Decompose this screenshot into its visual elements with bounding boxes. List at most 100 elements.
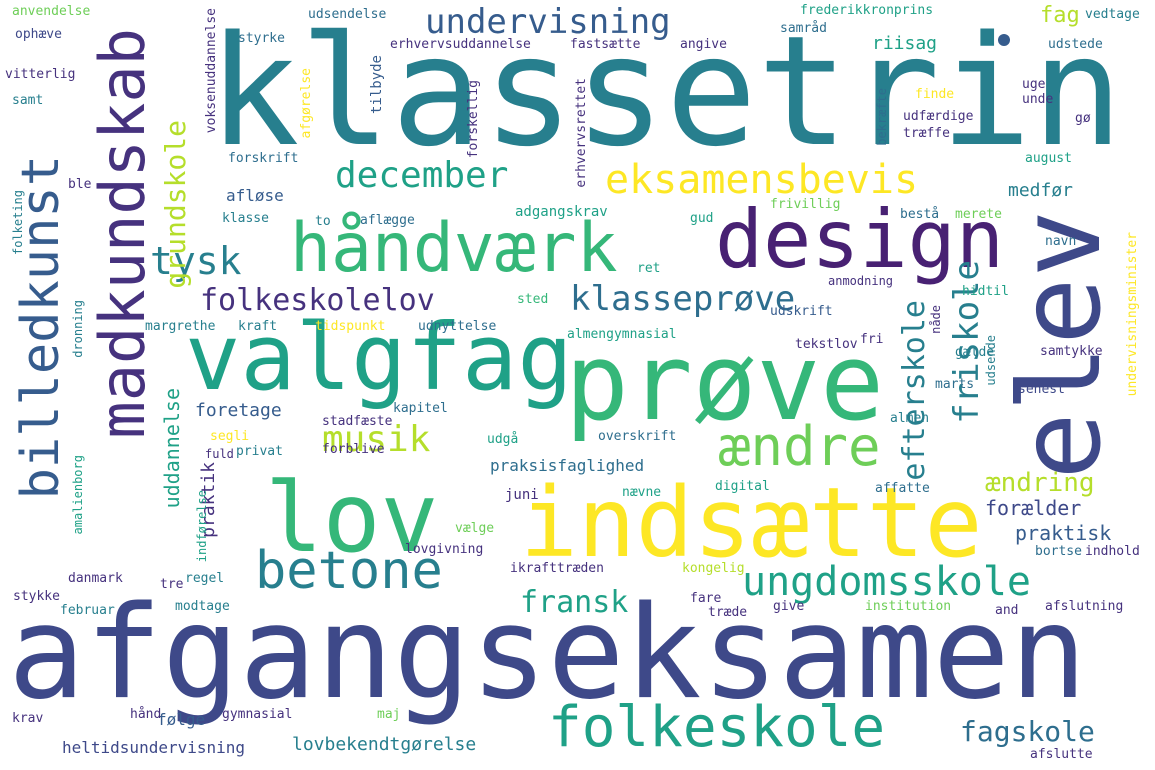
word-samt: samt [12,93,44,108]
word-digital: digital [715,479,770,494]
word-anvendelse: anvendelse [12,4,91,19]
word-haand: hånd [130,707,162,722]
word-fransk: fransk [520,585,629,620]
word-betone: betone [255,541,443,601]
word-lovgivning: lovgivning [405,542,484,557]
word-folkeskolelov: folkeskolelov [200,283,435,318]
word-styrke: styrke [238,31,285,46]
word-december: december [335,155,509,196]
word-august: august [1025,151,1072,166]
word-fri: fri [860,332,884,347]
word-klasseprove: klasseprøve [570,279,796,319]
word-stadfaeste: stadfæste [322,414,393,429]
word-klassetrin: klassetrin [208,3,1124,180]
word-indsaette: indsætte [520,467,983,579]
word-danmark: danmark [68,571,123,586]
word-medfor: medfør [1008,180,1074,201]
word-fagskole: fagskole [960,715,1095,748]
word-samraad: samråd [780,21,827,36]
word-bortse: bortse [1035,544,1082,559]
word-tidspunkt: tidspunkt [315,319,386,334]
word-amalienborg: amalienborg [71,455,85,535]
word-voksenuddannelse: voksenuddannelse [204,8,219,134]
word-aflaegge: aflægge [360,213,415,228]
word-overskrift: overskrift [598,429,677,444]
word-uge: uge [1022,77,1046,92]
word-afgorelse: afgørelse [299,68,314,139]
word-februar: februar [60,603,115,618]
word-give: give [773,599,805,614]
word-afslutte: afslutte [1030,747,1093,762]
word-vedtage: vedtage [1085,7,1140,22]
word-folketing: folketing [11,190,25,256]
word-kapitel: kapitel [393,401,448,416]
word-aflose: afløse [226,186,284,205]
word-udnyttelse: udnyttelse [418,319,497,334]
word-marts: marts [935,377,975,392]
word-ble: ble [68,177,92,192]
word-erhvervsuddannelse: erhvervsuddannelse [390,37,531,52]
word-privat: privat [236,444,283,459]
word-forskrift: forskrift [228,151,299,166]
word-grundskole: grundskole [159,120,192,289]
word-kongelig: kongelig [682,561,745,576]
word-gymnasial: gymnasial [222,707,293,722]
word-tekstlov: tekstlov [795,337,858,352]
word-fuld: fuld [205,447,234,461]
word-eksamensbevis: eksamensbevis [605,157,919,203]
word-regel: regel [185,571,225,586]
word-naade: nåde [929,305,943,334]
word-krav: krav [12,711,44,726]
word-forblive: forblive [322,442,385,457]
word-ungdomsskole: ungdomsskole [742,559,1031,605]
word-margrethe: margrethe [145,319,216,334]
word-ret: ret [637,261,661,276]
word-senest: senest [1018,382,1065,397]
word-juni: juni [505,487,539,503]
word-ophaeve: ophæve [15,27,62,42]
word-affatte: affatte [875,481,930,496]
word-samtykke: samtykke [1040,344,1103,359]
word-unde: unde [1022,92,1054,107]
word-traede: træde [708,605,748,620]
word-anmodning: anmodning [828,274,894,288]
word-heltidsundervisning: heltidsundervisning [62,738,246,757]
word-udsende: udsende [984,335,998,386]
word-merete: merete [955,207,1002,222]
word-aendring: ændring [985,468,1095,498]
word-udfaerdige: udfærdige [903,109,974,124]
word-bekraefte: bekræfte [875,88,889,146]
word-sted: sted [517,292,549,307]
word-erhvervsrettet: erhvervsrettet [574,78,589,188]
word-tre: tre [160,577,184,592]
word-naevne: nævne [622,485,662,500]
word-lovbekendtgorelse: lovbekendtgørelse [292,734,477,755]
word-maj: maj [377,707,401,722]
word-kraft: kraft [238,319,278,334]
word-vitterlig: vitterlig [5,67,76,82]
word-valgfag: valgfag [185,304,573,411]
word-handvaerk: håndværk [290,209,618,288]
word-udskrift: udskrift [770,304,833,319]
word-institution: institution [865,599,952,614]
word-fag: fag [1040,3,1080,28]
word-gud: gud [690,211,714,226]
word-bestaa: bestå [900,207,940,222]
word-fastsaette: fastsætte [570,37,641,52]
word-vaelge: vælge [455,521,495,536]
word-frivillig: frivillig [770,197,841,212]
word-navn: navn [1045,234,1077,249]
word-aendre: ændre [718,415,881,478]
word-praktisk: praktisk [1015,521,1112,545]
word-foretage: foretage [195,400,282,421]
word-udstede: udstede [1048,37,1103,52]
word-frederikkronprins: frederikkronprins [800,3,934,18]
word-ikrafttraeden: ikrafttræden [510,561,604,576]
word-prove: prøve [565,321,885,444]
word-tysk: tysk [150,239,242,283]
word-adgangskrav: adgangskrav [515,204,608,220]
dot-mark [998,34,1010,46]
word-almen: almen [890,411,930,426]
word-folkeskole: folkeskole [548,695,886,760]
